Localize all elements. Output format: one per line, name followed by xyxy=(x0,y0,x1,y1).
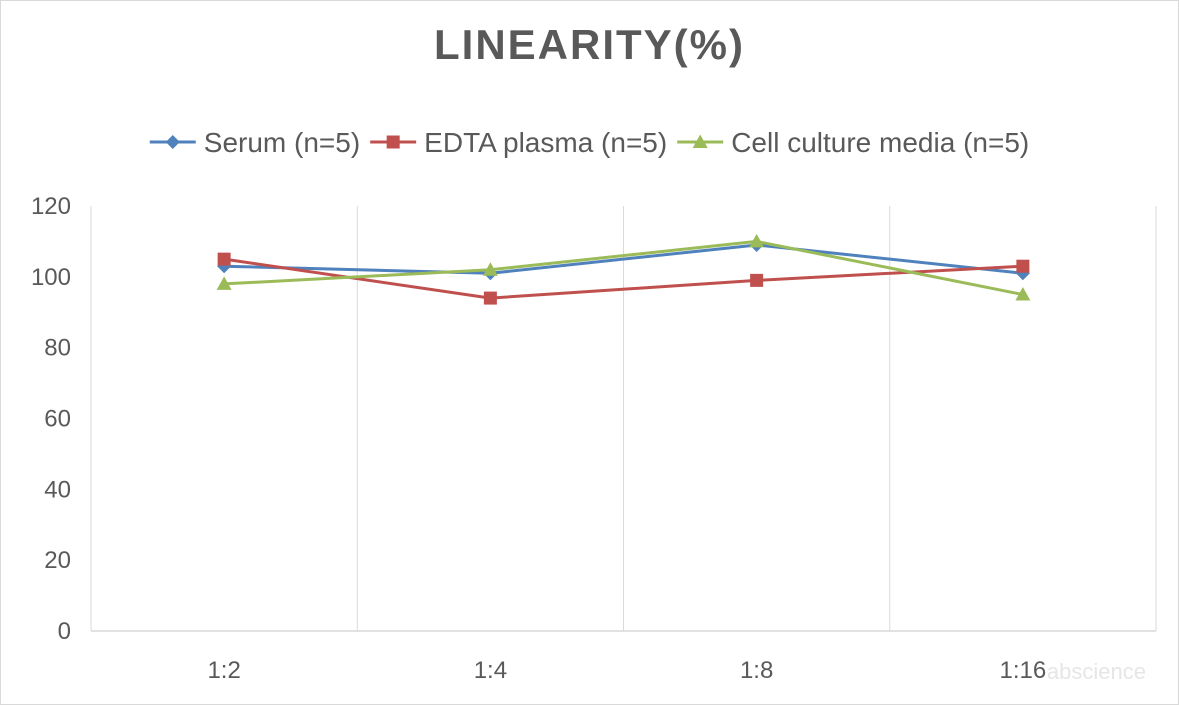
data-point-1 xyxy=(750,273,764,287)
watermark-text: abscience xyxy=(1047,659,1146,684)
y-tick-label: 0 xyxy=(58,618,71,645)
data-point-2 xyxy=(482,262,498,276)
data-point-2 xyxy=(749,233,765,248)
chart-title: LINEARITY(%) xyxy=(434,21,745,68)
legend-label-1: EDTA plasma (n=5) xyxy=(424,127,667,158)
y-tick-label: 80 xyxy=(44,335,71,362)
legend-marker-1 xyxy=(386,135,400,149)
data-point-1 xyxy=(1016,259,1030,273)
series-line-0 xyxy=(224,243,1024,275)
y-tick-label: 120 xyxy=(31,193,71,220)
x-tick-label: 1:4 xyxy=(474,657,507,684)
series-line-2 xyxy=(224,239,1024,297)
data-point-1 xyxy=(217,252,231,266)
legend-label-0: Serum (n=5) xyxy=(204,127,360,158)
legend-label-2: Cell culture media (n=5) xyxy=(731,127,1029,158)
y-tick-label: 100 xyxy=(31,264,71,291)
data-point-1 xyxy=(483,291,497,305)
y-tick-label: 60 xyxy=(44,406,71,433)
x-tick-label: 1:8 xyxy=(740,657,773,684)
data-point-2 xyxy=(1015,287,1031,301)
y-tick-label: 40 xyxy=(44,476,71,503)
series-line-1 xyxy=(223,257,1023,300)
legend-marker-0 xyxy=(165,135,180,149)
x-tick-label: 1:2 xyxy=(207,657,240,684)
x-tick-label: 1:16 xyxy=(1000,657,1047,684)
data-point-2 xyxy=(216,276,232,290)
y-tick-label: 20 xyxy=(44,547,71,574)
legend-marker-2 xyxy=(692,134,708,148)
